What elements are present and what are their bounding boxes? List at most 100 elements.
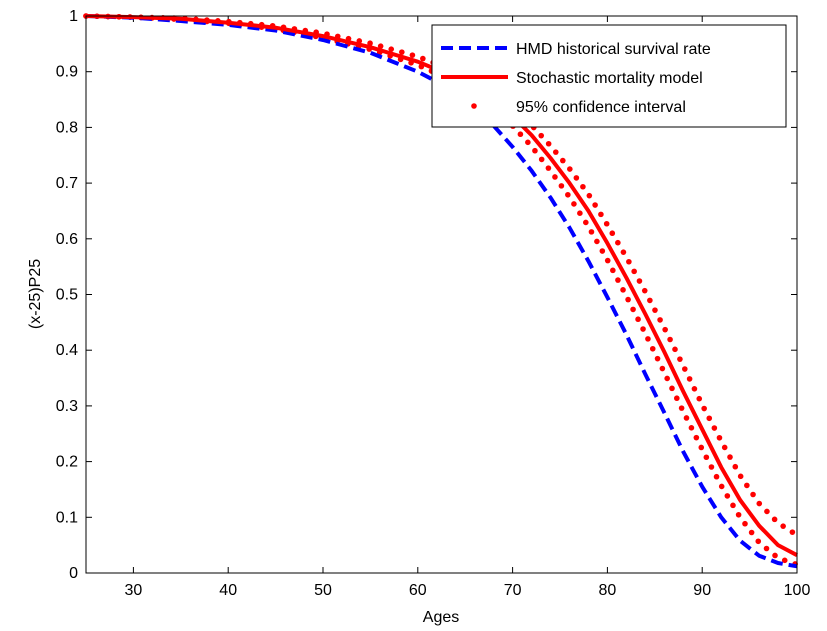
ci-dot — [696, 395, 703, 402]
ci-dot — [711, 425, 718, 431]
y-axis-title: (x-25)P25 — [27, 259, 44, 329]
ci-dot — [744, 482, 750, 489]
y-tick-label: 0.6 — [56, 231, 78, 248]
legend-swatch-confidence-interval — [471, 103, 477, 109]
ci-dot — [727, 454, 733, 460]
ci-dot — [683, 415, 690, 421]
ci-dot — [532, 147, 538, 154]
ci-dot — [603, 220, 610, 227]
hmd-historical-line — [85, 14, 798, 569]
ci-dot — [610, 267, 616, 274]
ci-dot — [560, 157, 566, 164]
ci-dot — [748, 529, 755, 536]
legend-label-stochastic: Stochastic mortality model — [516, 70, 703, 87]
x-tick-label: 30 — [125, 582, 143, 599]
y-tick-label: 0.8 — [56, 119, 78, 136]
ci-dot — [691, 386, 698, 392]
ci-dot — [674, 395, 680, 402]
ci-dot — [677, 356, 683, 362]
ci-dot — [737, 473, 744, 480]
ci-dot — [662, 326, 668, 333]
ci-dot — [545, 165, 552, 171]
ci-dot — [703, 454, 710, 461]
ci-dot — [732, 463, 739, 470]
ci-dot — [399, 49, 405, 55]
ci-dot — [615, 239, 621, 246]
x-tick-label: 60 — [409, 582, 427, 599]
ci-dot — [781, 557, 788, 564]
ci-dot — [558, 183, 565, 189]
ci-dot — [604, 257, 611, 264]
ci-dot — [565, 191, 571, 198]
y-tick-label: 0.3 — [56, 398, 78, 415]
plot-frame — [85, 15, 798, 574]
ci-dot — [713, 473, 720, 480]
ci-dot — [626, 258, 632, 265]
y-tick-label: 0.7 — [56, 175, 78, 192]
ci-dot — [630, 306, 636, 313]
ci-dot — [420, 55, 426, 62]
axis-ticks: 30 40 50 60 70 80 90 100 0 0.1 0.2 0.3 0.4 0.5 0.6 0.7 0… — [56, 8, 811, 599]
ci-dot — [721, 444, 728, 451]
x-tick-label: 100 — [784, 582, 811, 599]
legend: HMD historical survival rate Stochastic … — [431, 24, 787, 128]
ci-dot — [571, 201, 577, 207]
ci-dot — [708, 464, 715, 470]
y-tick-label: 0.1 — [56, 509, 78, 526]
ci-dot — [756, 500, 763, 507]
ci-dot — [620, 287, 626, 293]
ci-dot — [641, 287, 648, 294]
ci-dot — [552, 149, 559, 155]
ci-dot — [647, 297, 653, 304]
ci-dot — [552, 174, 558, 180]
ci-dot — [545, 140, 552, 147]
ci-dot — [517, 131, 524, 138]
ci-dot — [735, 511, 742, 518]
ci-dot — [409, 52, 416, 58]
ci-dot — [615, 277, 621, 283]
ci-dot — [724, 493, 731, 499]
legend-label-confidence-interval: 95% confidence interval — [516, 99, 686, 116]
ci-dot — [764, 508, 770, 515]
ci-dot — [599, 248, 606, 254]
ci-dot — [750, 491, 756, 498]
ci-dot — [672, 346, 678, 353]
ci-dot — [525, 139, 531, 146]
stochastic-model-line — [85, 14, 798, 557]
ci-dot — [706, 415, 713, 422]
ci-dot — [652, 307, 658, 313]
x-tick-label: 80 — [599, 582, 617, 599]
ci-dot — [763, 545, 770, 552]
ci-dot — [654, 355, 661, 362]
x-axis-title: Ages — [423, 609, 459, 626]
ci-dot — [669, 385, 675, 392]
ci-dot — [718, 483, 725, 490]
ci-dot — [772, 552, 778, 559]
ci-dot — [538, 132, 545, 139]
ci-dot — [659, 365, 666, 372]
ci-dot — [567, 166, 573, 172]
ci-dot — [742, 520, 748, 527]
ci-dot — [598, 211, 604, 218]
y-tick-label: 0.2 — [56, 454, 78, 471]
x-tick-label: 40 — [219, 582, 237, 599]
ci-dot — [649, 345, 656, 352]
ci-dot — [367, 40, 373, 47]
ci-dot — [538, 156, 545, 163]
y-tick-label: 0.4 — [56, 342, 78, 359]
ci-dot — [682, 366, 688, 372]
legend-label-hmd: HMD historical survival rate — [516, 41, 711, 58]
ci-dot — [377, 43, 384, 49]
ci-dot — [625, 296, 631, 303]
x-tick-label: 70 — [504, 582, 522, 599]
y-tick-label: 0.9 — [56, 64, 78, 81]
ci-dot — [701, 405, 707, 412]
ci-dot — [789, 529, 796, 535]
y-tick-label: 0.5 — [56, 287, 78, 304]
ci-dot — [678, 405, 685, 411]
ci-dot — [698, 444, 705, 451]
ci-dot — [388, 46, 395, 52]
ci-dot — [631, 268, 637, 275]
ci-dot — [645, 336, 651, 342]
